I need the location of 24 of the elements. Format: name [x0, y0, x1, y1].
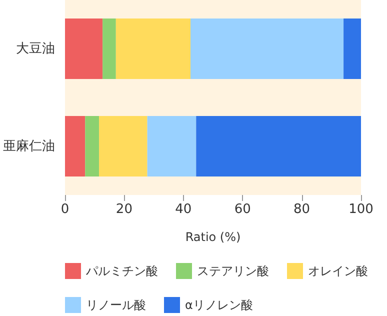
x-tick-label: 100	[348, 202, 374, 217]
legend-label: パルミチン酸	[85, 264, 158, 278]
legend-label: αリノレン酸	[185, 298, 253, 312]
y-tick-label: 大豆油	[16, 41, 55, 56]
bar	[102, 18, 116, 79]
x-axis-title: Ratio (%)	[185, 230, 241, 244]
x-tick-label: 60	[234, 202, 251, 217]
x-tick-label: 0	[60, 202, 70, 217]
bar	[147, 116, 196, 176]
bar	[344, 18, 361, 79]
legend-label: リノール酸	[86, 298, 146, 312]
x-tick-label: 80	[294, 202, 310, 217]
legend-label: オレイン酸	[308, 264, 368, 278]
bar	[65, 18, 103, 79]
bar	[116, 18, 191, 79]
x-tick-label: 40	[175, 202, 192, 217]
x-tick-label: 20	[116, 202, 132, 217]
bar	[85, 116, 100, 176]
bar	[196, 116, 361, 176]
y-tick-label: 亜麻仁油	[3, 138, 55, 154]
legend-label: ステアリン酸	[197, 264, 269, 278]
bar	[65, 116, 86, 176]
bar	[190, 18, 344, 79]
bar	[99, 116, 148, 176]
